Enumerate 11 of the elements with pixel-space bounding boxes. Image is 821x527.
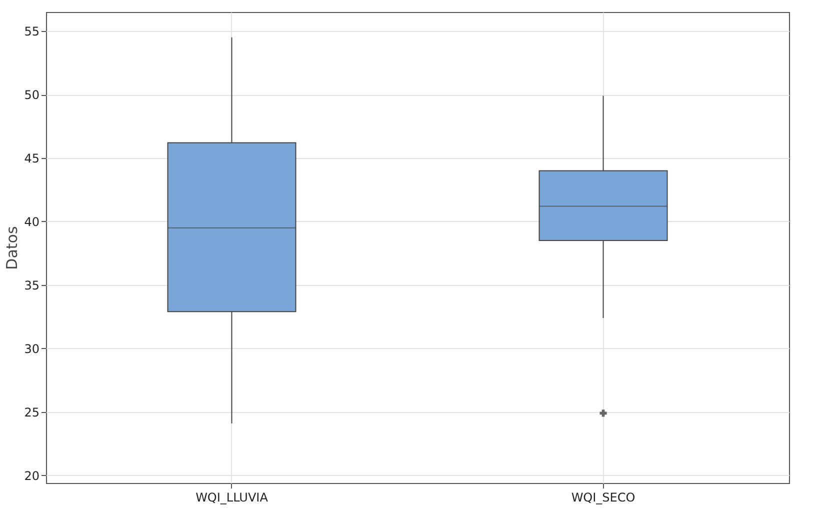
- y-tick-label: 25: [24, 405, 40, 420]
- y-tick-label: 50: [24, 88, 40, 102]
- y-tick-label: 55: [24, 24, 40, 39]
- y-axis-title: Datos: [3, 226, 22, 270]
- y-tick-label: 20: [24, 468, 40, 483]
- x-tick-label: WQI_LLUVIA: [196, 490, 269, 504]
- y-tick-label: 30: [24, 342, 40, 356]
- y-tick-label: 35: [24, 278, 40, 292]
- y-tick-label: 40: [24, 214, 40, 229]
- y-tick-label: 45: [24, 151, 40, 166]
- x-tick-label: WQI_SECO: [571, 490, 636, 504]
